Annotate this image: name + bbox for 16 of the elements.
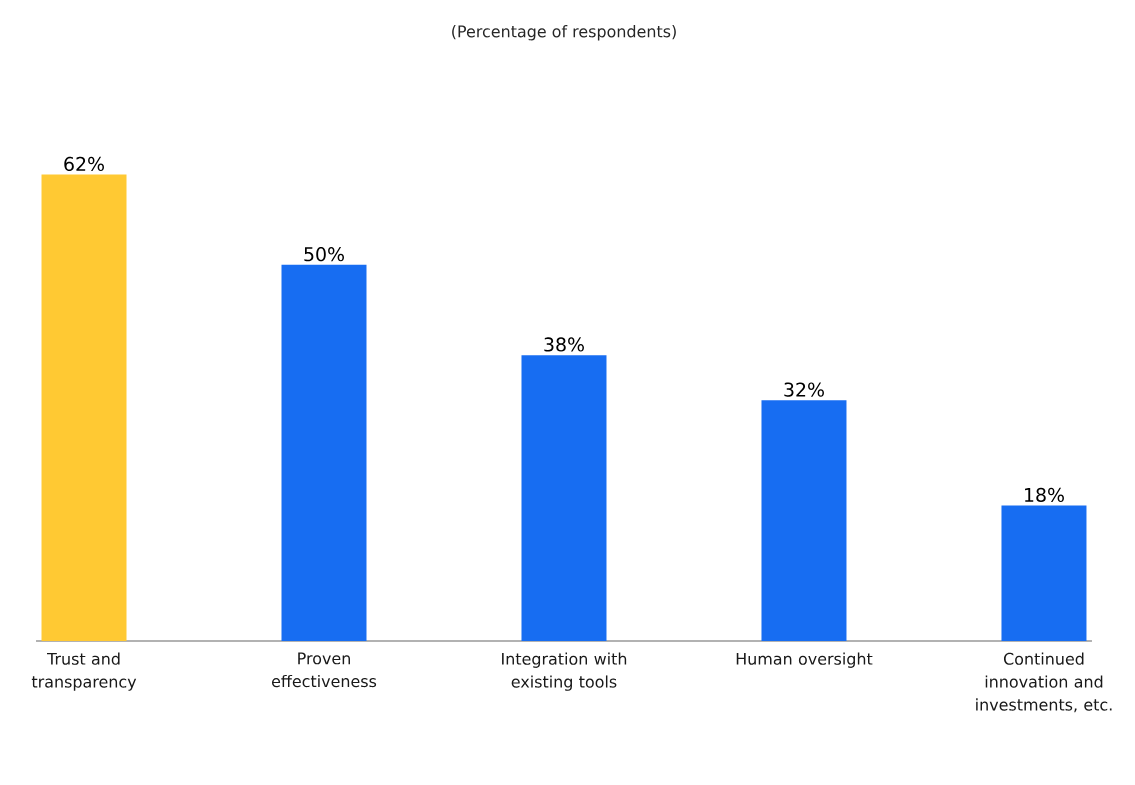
chart-title: (Percentage of respondents): [452, 25, 676, 41]
data-label: 32%: [784, 382, 824, 397]
bar: [41, 174, 127, 641]
bar: [521, 355, 607, 641]
bar: [761, 400, 847, 641]
bar: [1001, 505, 1087, 641]
data-label: 38%: [544, 337, 584, 352]
x-tick-label: Proven effectiveness: [271, 652, 377, 688]
data-label: 18%: [1025, 487, 1064, 503]
bar: [281, 264, 367, 641]
data-label: 62%: [64, 156, 104, 172]
x-tick-label: Continued innovation and investments, etc.: [976, 652, 1112, 713]
x-tick-label: Integration with existing tools: [502, 652, 627, 691]
x-tick-label: Trust and transparency: [31, 652, 137, 691]
x-tick-label: Human oversight: [736, 652, 873, 668]
data-label: 50%: [304, 247, 344, 262]
